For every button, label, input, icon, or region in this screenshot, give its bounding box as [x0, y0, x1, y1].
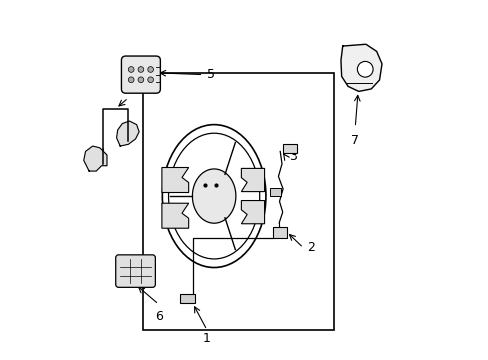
- Polygon shape: [340, 44, 381, 91]
- Bar: [283, 144, 297, 153]
- Polygon shape: [241, 201, 264, 224]
- Polygon shape: [192, 169, 235, 223]
- Polygon shape: [162, 203, 188, 228]
- Text: 6: 6: [155, 310, 163, 323]
- Text: 1: 1: [203, 333, 210, 346]
- Bar: [270, 188, 281, 196]
- Circle shape: [128, 67, 134, 72]
- Circle shape: [357, 62, 372, 77]
- Circle shape: [128, 77, 134, 83]
- Text: 2: 2: [306, 241, 314, 255]
- Polygon shape: [116, 121, 139, 146]
- Text: 5: 5: [206, 68, 215, 81]
- FancyBboxPatch shape: [116, 255, 155, 287]
- Ellipse shape: [162, 125, 265, 267]
- Text: 7: 7: [350, 134, 359, 147]
- Bar: [142, 73, 333, 330]
- Polygon shape: [162, 167, 188, 193]
- Bar: [272, 227, 286, 238]
- Circle shape: [138, 67, 143, 72]
- Text: 4: 4: [124, 83, 132, 96]
- Polygon shape: [83, 146, 107, 171]
- Text: 3: 3: [288, 150, 296, 163]
- Circle shape: [147, 77, 153, 83]
- FancyBboxPatch shape: [121, 56, 160, 93]
- Ellipse shape: [168, 133, 259, 259]
- Polygon shape: [241, 168, 264, 192]
- Circle shape: [138, 77, 143, 83]
- Bar: [180, 294, 195, 303]
- Circle shape: [147, 67, 153, 72]
